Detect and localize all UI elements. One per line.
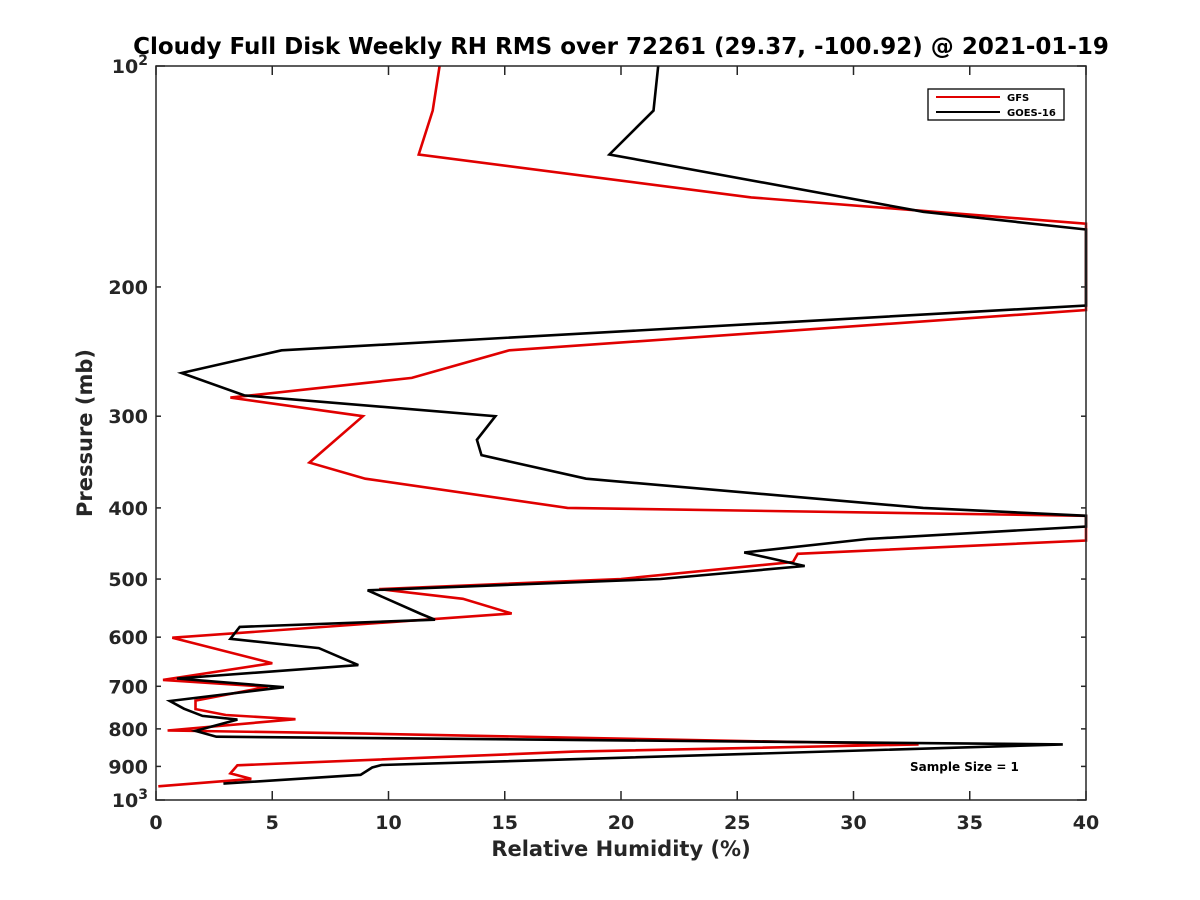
x-axis-ticks: 0 5 10 15 20 25 30 35 40 <box>149 66 1099 834</box>
y-tick-label: 102 <box>112 53 148 78</box>
y-tick-label: 600 <box>108 627 148 649</box>
y-tick-label: 400 <box>108 498 148 520</box>
x-tick-label: 25 <box>724 812 750 834</box>
x-tick-label: 30 <box>840 812 866 834</box>
x-tick-label: 0 <box>149 812 162 834</box>
series-line-goes16 <box>165 65 1088 785</box>
legend-box <box>927 88 1065 121</box>
y-tick-label: 500 <box>108 569 148 591</box>
legend-label-goes16: GOES-16 <box>1007 108 1056 119</box>
x-tick-label: 15 <box>492 812 518 834</box>
legend: GFS GOES-16 <box>927 88 1065 121</box>
x-tick-label: 10 <box>375 812 401 834</box>
x-tick-label: 40 <box>1073 812 1099 834</box>
legend-label-gfs: GFS <box>1007 93 1029 104</box>
x-tick-label: 20 <box>608 812 634 834</box>
y-axis-label: Pressure (mb) <box>73 349 97 517</box>
y-tick-label: 200 <box>108 277 148 299</box>
x-axis-label: Relative Humidity (%) <box>491 837 750 861</box>
plot-area-frame <box>155 65 1087 801</box>
series-line-gfs <box>158 65 1088 788</box>
x-tick-label: 35 <box>957 812 983 834</box>
series-layer <box>158 65 1088 788</box>
y-tick-label: 900 <box>108 756 148 778</box>
y-tick-label: 300 <box>108 406 148 428</box>
y-tick-label: 700 <box>108 676 148 698</box>
y-axis-ticks: 102 200 300 400 500 600 700 800 900 103 <box>108 53 1086 812</box>
sample-size-annotation: Sample Size = 1 <box>910 760 1019 774</box>
chart-title: Cloudy Full Disk Weekly RH RMS over 7226… <box>133 34 1109 60</box>
y-tick-label: 103 <box>112 787 148 812</box>
x-tick-label: 5 <box>266 812 279 834</box>
y-tick-label: 800 <box>108 719 148 741</box>
